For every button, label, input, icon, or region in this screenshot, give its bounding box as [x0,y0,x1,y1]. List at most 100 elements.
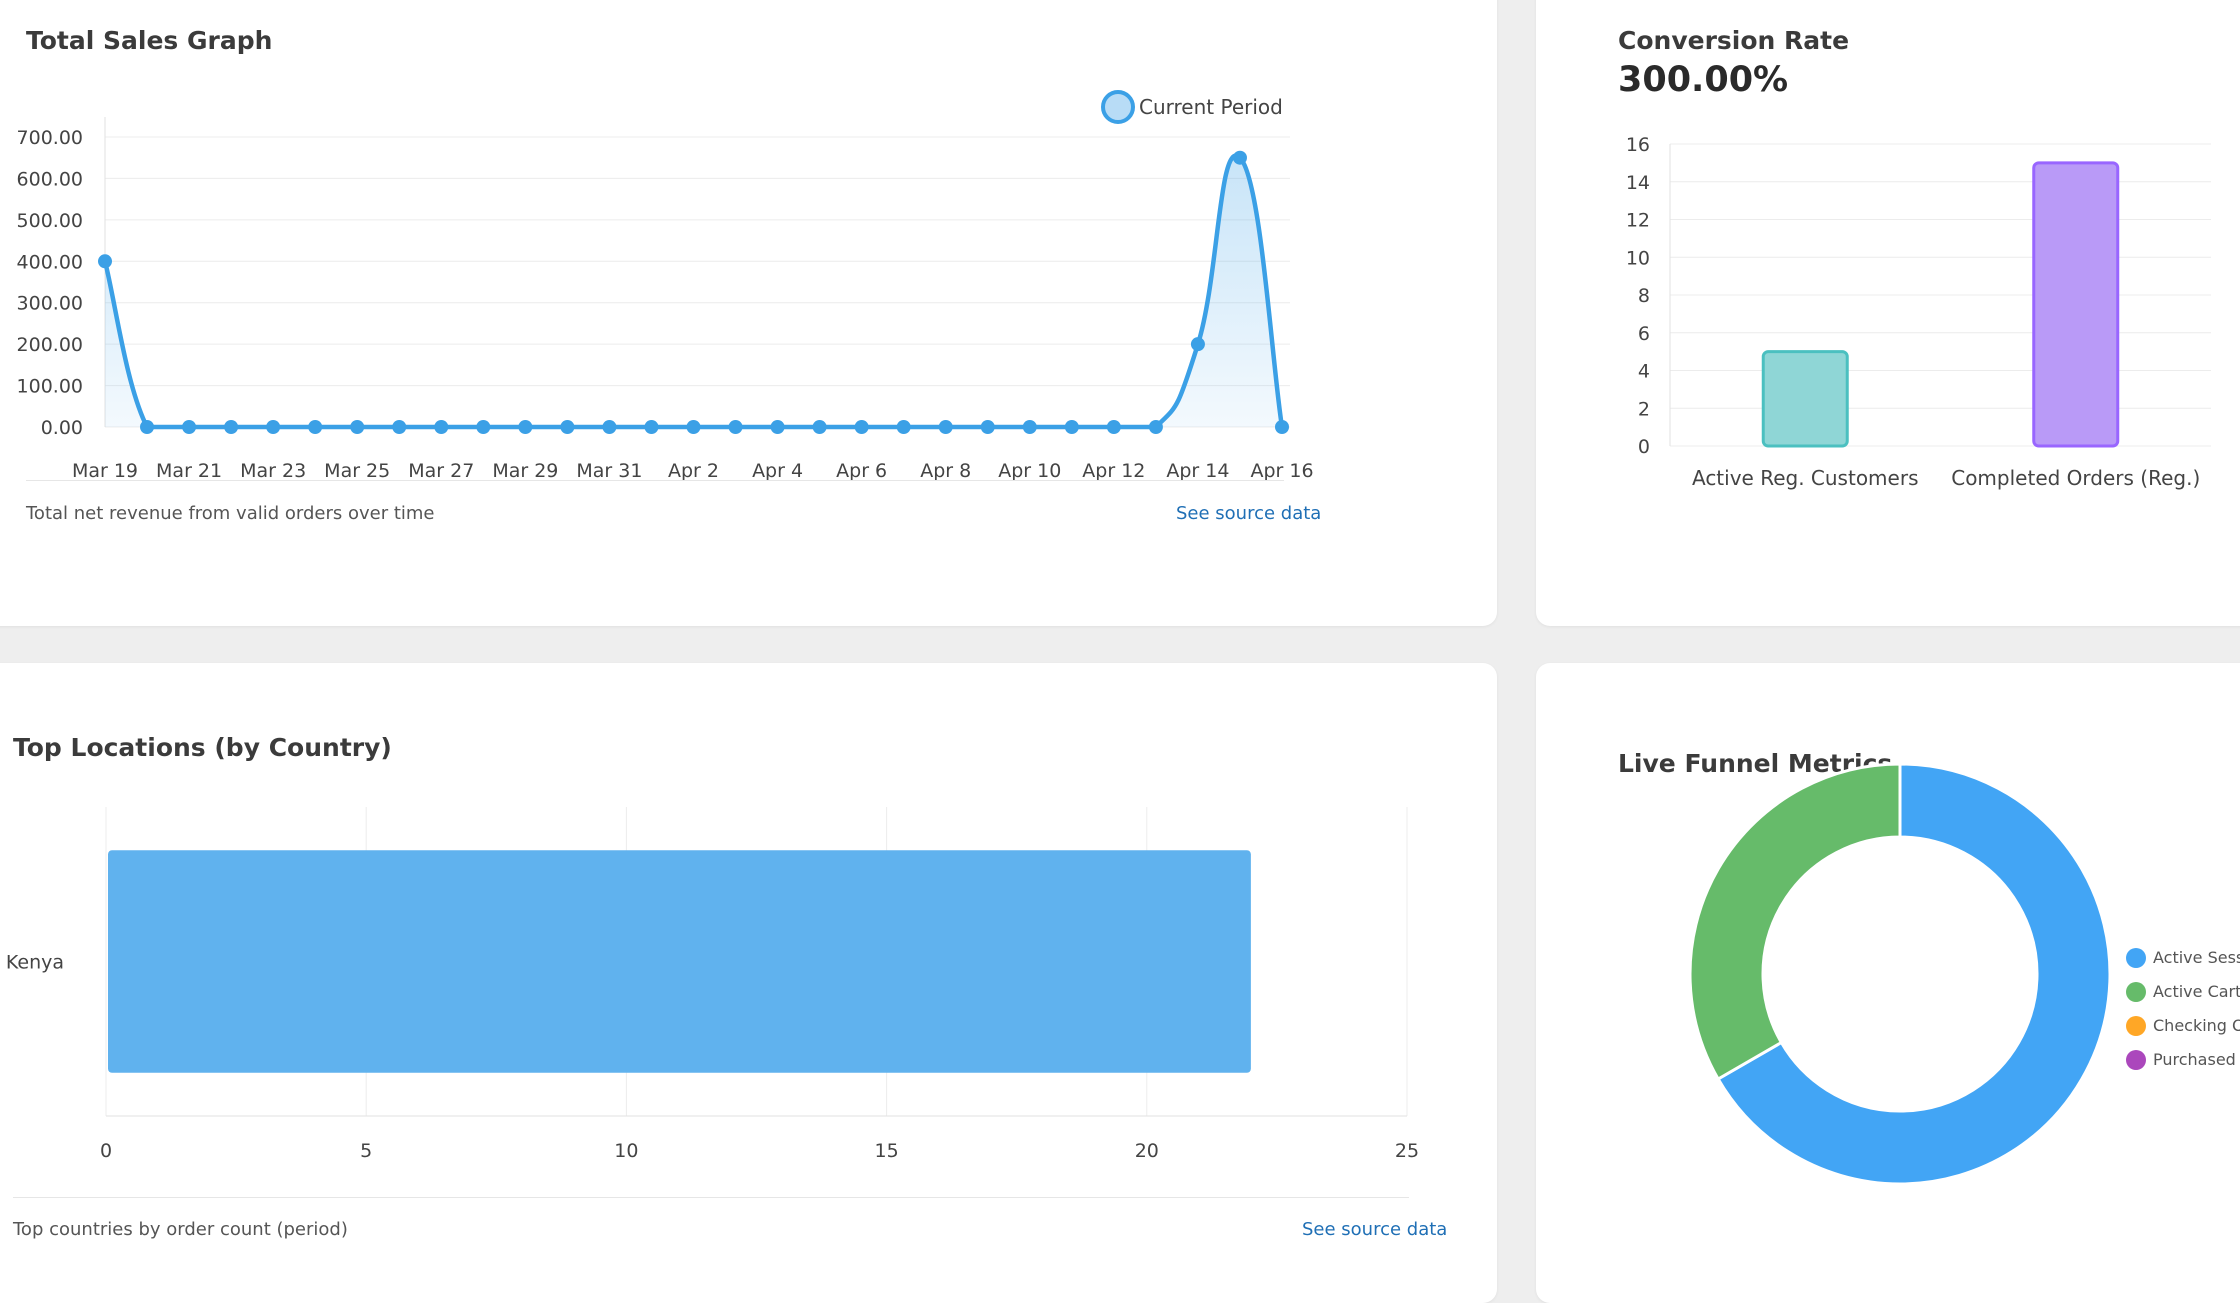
x-category-label: Completed Orders (Reg.) [1951,466,2200,490]
legend-label: Checking Out [2153,1016,2240,1035]
legend-swatch [2126,1050,2146,1070]
data-point [98,254,112,269]
data-point [896,420,911,434]
y-tick-label: 0 [1638,436,1650,458]
y-tick-label: 12 [1626,210,1650,232]
x-tick-label: Apr 16 [1250,460,1313,482]
data-point [812,420,827,434]
x-category-label: Active Reg. Customers [1692,466,1919,490]
data-point [350,420,365,434]
locations-title: Top Locations (by Country) [13,733,392,762]
y-tick-label: 10 [1626,247,1650,269]
funnel-card: Live Funnel Metrics Active SessionsActiv… [1536,663,2240,1303]
bar [1761,350,1849,448]
data-point [1148,420,1163,434]
locations-bar-chart: 0 5 10 15 20 25 Kenya [6,807,1419,1162]
legend-swatch [1101,90,1135,124]
y-tick-label: 14 [1626,172,1650,194]
data-point [1106,420,1121,434]
legend-label: Active Sessions [2153,948,2240,967]
x-tick-label: Apr 8 [920,460,971,482]
data-point [1064,420,1079,434]
data-point [770,420,785,434]
data-point [308,420,323,434]
series-line [102,153,1285,430]
data-point [938,420,953,434]
y-tick-label: 600.00 [17,168,83,190]
x-tick-label: Mar 31 [576,460,642,482]
data-point [140,420,155,434]
x-tick-label: Mar 29 [492,460,558,482]
legend-label: Purchased [2153,1050,2236,1069]
y-tick-label: 700.00 [17,127,83,149]
y-tick-label: 16 [1626,134,1650,156]
y-tick-label: 2 [1638,398,1650,420]
data-point [728,420,743,434]
data-point [602,420,617,434]
data-point [980,420,995,434]
data-point [434,420,449,434]
legend-swatch [2126,1016,2146,1036]
sales-source-link[interactable]: See source data [1176,503,1322,524]
series-area [105,155,1282,428]
legend-label: Current Period [1139,95,1283,119]
donut-slice [1716,762,2112,1186]
data-point [560,420,575,434]
x-tick-label: Apr 14 [1166,460,1229,482]
locations-footnote: Top countries by order count (period) [13,1219,348,1240]
sales-card: Total Sales Graph 700.00 600.00 500.00 400.… [0,0,1497,626]
conversion-value: 300.00% [1618,60,1789,100]
y-tick-label: 200.00 [17,334,83,356]
x-tick-label: 20 [1135,1140,1159,1162]
locations-source-link[interactable]: See source data [1302,1219,1448,1240]
legend-swatch [2126,948,2146,968]
legend-swatch [2126,982,2146,1002]
sales-divider [26,480,1284,481]
x-tick-label: 10 [614,1140,638,1162]
x-tick-label: 0 [100,1140,112,1162]
data-point [266,420,281,434]
data-point [854,420,869,434]
sales-title: Total Sales Graph [26,26,273,55]
conversion-bar-chart: 16 14 12 10 8 6 4 2 0 Active Reg. Customers Comple… [1626,134,2211,490]
x-tick-label: 15 [875,1140,899,1162]
bar [2032,161,2120,448]
x-tick-label: Mar 21 [156,460,222,482]
data-point [476,420,491,434]
x-tick-label: Apr 6 [836,460,887,482]
x-tick-label: Apr 12 [1082,460,1145,482]
x-tick-label: 25 [1395,1140,1419,1162]
y-tick-label: 400.00 [17,251,83,273]
data-point [392,420,407,434]
sales-footnote: Total net revenue from valid orders over… [26,503,435,524]
locations-divider [13,1197,1409,1198]
data-point [644,420,659,434]
x-tick-label: 5 [360,1140,372,1162]
data-point [686,420,701,434]
y-tick-label: 8 [1638,285,1650,307]
x-tick-label: Apr 10 [998,460,1061,482]
x-tick-label: Mar 19 [72,460,138,482]
data-point [224,420,239,434]
x-tick-label: Mar 23 [240,460,306,482]
x-tick-label: Mar 27 [408,460,474,482]
bar [108,850,1251,1073]
locations-card: Top Locations (by Country) 0 5 10 15 20 25 Ken… [0,663,1497,1303]
x-tick-label: Apr 4 [752,460,803,482]
x-tick-label: Mar 25 [324,460,390,482]
y-tick-label: 6 [1638,323,1650,345]
data-point [1275,420,1289,434]
donut-slice [1688,762,1902,1082]
funnel-donut-chart: Active Sessions Active Carts Checking Out P… [1688,762,2240,1186]
legend-label: Active Carts [2153,982,2240,1001]
y-category-label: Kenya [6,952,64,974]
data-point [518,420,533,434]
data-point [1022,420,1037,434]
conversion-title: Conversion Rate [1618,26,1850,55]
y-tick-label: 4 [1638,361,1650,383]
data-point [182,420,197,434]
data-point [1232,150,1247,165]
x-tick-label: Apr 2 [668,460,719,482]
data-point [1190,337,1205,352]
y-tick-label: 0.00 [41,417,83,439]
